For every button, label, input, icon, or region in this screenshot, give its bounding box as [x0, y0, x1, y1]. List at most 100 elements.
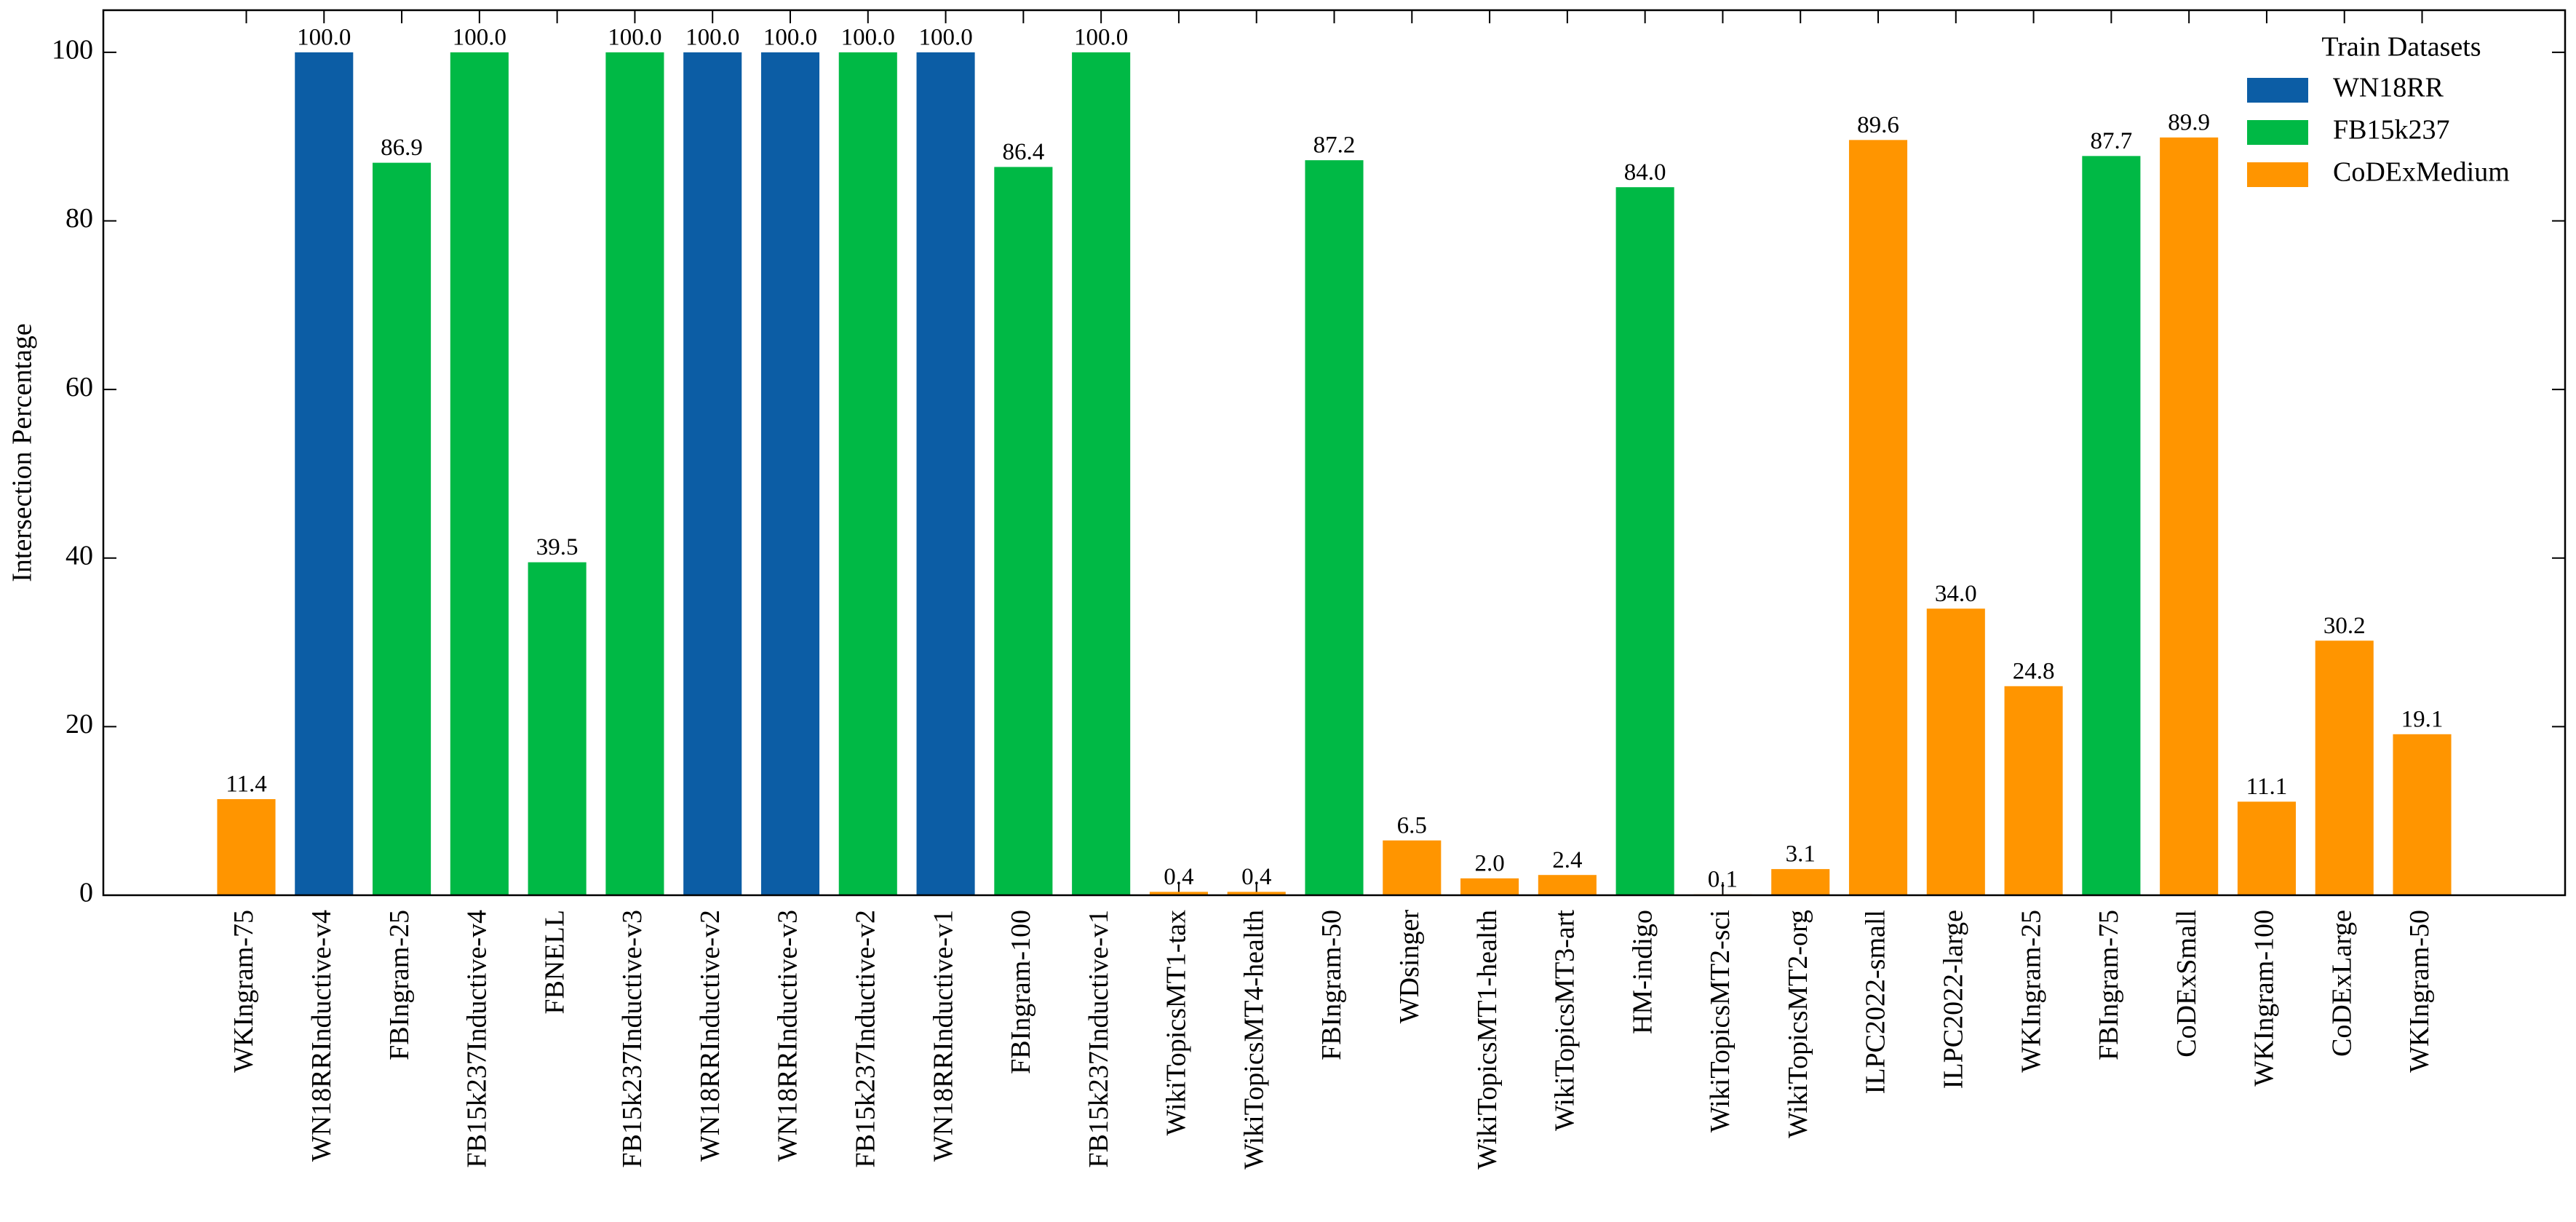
- value-label: 39.5: [536, 534, 579, 560]
- x-tick-label: WikiTopicsMT4-health: [1239, 910, 1269, 1170]
- x-tick-label: WikiTopicsMT2-org: [1783, 910, 1813, 1138]
- value-label: 100.0: [685, 24, 739, 50]
- value-label: 100.0: [763, 24, 817, 50]
- x-tick-label: WN18RRInductive-v4: [306, 910, 337, 1162]
- value-label: 0.4: [1164, 864, 1193, 890]
- value-label: 3.1: [1786, 841, 1816, 868]
- bar: [838, 52, 897, 895]
- x-tick-label: CoDExLarge: [2326, 910, 2357, 1057]
- x-tick-label: WikiTopicsMT1-health: [1472, 910, 1503, 1170]
- value-label: 87.2: [1313, 132, 1356, 159]
- bar: [2082, 156, 2141, 896]
- y-tick-label: 0: [79, 878, 93, 908]
- bar: [450, 52, 509, 895]
- bar: [2004, 686, 2063, 895]
- bar: [1771, 869, 1830, 895]
- value-label: 0.4: [1241, 864, 1271, 890]
- x-tick-label: WKIngram-75: [228, 910, 259, 1073]
- bar: [1615, 187, 1674, 895]
- legend-title: Train Datasets: [2321, 32, 2481, 63]
- x-tick-label: WN18RRInductive-v2: [695, 910, 726, 1162]
- legend-label: WN18RR: [2333, 73, 2444, 103]
- y-tick-label: 80: [65, 203, 93, 234]
- bar: [1848, 140, 1908, 895]
- bar: [1460, 878, 1519, 895]
- value-label: 100.0: [1074, 24, 1128, 50]
- value-label: 19.1: [2401, 706, 2444, 732]
- bar: [2160, 137, 2219, 896]
- value-label: 6.5: [1397, 812, 1427, 838]
- bar: [1072, 52, 1131, 895]
- x-tick-label: WN18RRInductive-v3: [773, 910, 803, 1162]
- x-tick-label: HM-indigo: [1627, 910, 1658, 1034]
- legend-label: CoDExMedium: [2333, 157, 2510, 188]
- value-label: 86.9: [381, 135, 423, 161]
- x-tick-label: FBIngram-75: [2094, 910, 2124, 1060]
- value-label: 87.7: [2090, 128, 2132, 154]
- x-tick-label: WKIngram-50: [2404, 910, 2435, 1073]
- x-tick-label: FB15k237Inductive-v2: [850, 910, 880, 1168]
- value-label: 100.0: [608, 24, 661, 50]
- y-tick-label: 20: [65, 709, 93, 739]
- x-tick-label: FB15k237Inductive-v1: [1084, 910, 1114, 1168]
- bar: [994, 167, 1053, 896]
- x-tick-label: WikiTopicsMT3-art: [1550, 910, 1581, 1131]
- value-label: 100.0: [453, 24, 506, 50]
- value-label: 34.0: [1935, 581, 1977, 607]
- x-tick-label: WKIngram-25: [2016, 910, 2046, 1073]
- value-label: 100.0: [297, 24, 351, 50]
- legend-swatch: [2247, 162, 2308, 187]
- bar: [1149, 892, 1208, 895]
- x-tick-label: FB15k237Inductive-v4: [462, 910, 493, 1168]
- y-tick-label: 100: [52, 35, 93, 66]
- y-axis-label: Intersection Percentage: [7, 323, 38, 582]
- value-label: 84.0: [1624, 159, 1666, 186]
- bar: [1538, 875, 1597, 895]
- bar: [683, 52, 742, 895]
- bar: [2315, 640, 2374, 895]
- value-label: 0.1: [1708, 866, 1738, 892]
- value-label: 86.4: [1002, 139, 1044, 165]
- bar: [1227, 892, 1286, 895]
- x-tick-label: WikiTopicsMT1-tax: [1161, 910, 1192, 1135]
- bar: [528, 562, 587, 895]
- x-tick-label: FBIngram-50: [1316, 910, 1347, 1060]
- bar: [1305, 160, 1364, 896]
- legend-swatch: [2247, 78, 2308, 103]
- bar: [373, 162, 432, 895]
- value-label: 100.0: [841, 24, 895, 50]
- x-tick-label: WikiTopicsMT2-sci: [1705, 910, 1736, 1132]
- value-label: 11.1: [2246, 774, 2288, 800]
- x-tick-label: FBIngram-25: [384, 910, 415, 1060]
- value-label: 100.0: [918, 24, 972, 50]
- value-label: 89.9: [2168, 109, 2210, 135]
- x-tick-label: WN18RRInductive-v1: [928, 910, 958, 1162]
- bar: [916, 52, 975, 895]
- bar: [1926, 608, 1985, 895]
- x-tick-label: WDsinger: [1394, 910, 1425, 1024]
- x-tick-label: FBIngram-100: [1006, 910, 1036, 1074]
- bar: [2393, 734, 2452, 895]
- value-label: 24.8: [2013, 658, 2055, 684]
- value-label: 11.4: [226, 771, 267, 798]
- x-tick-label: CoDExSmall: [2171, 910, 2202, 1058]
- bar: [2237, 801, 2296, 895]
- bar: [295, 52, 354, 895]
- y-tick-label: 40: [65, 540, 93, 571]
- x-tick-label: ILPC2022-large: [1939, 910, 1969, 1089]
- x-tick-label: FB15k237Inductive-v3: [617, 910, 648, 1168]
- legend-label: FB15k237: [2333, 115, 2449, 146]
- value-label: 2.0: [1474, 850, 1504, 876]
- bar: [217, 798, 276, 895]
- bar: [605, 52, 664, 895]
- value-label: 30.2: [2323, 613, 2366, 639]
- value-label: 89.6: [1857, 112, 1899, 138]
- x-tick-label: WKIngram-100: [2249, 910, 2280, 1087]
- x-tick-label: FBNELL: [539, 910, 570, 1015]
- bar: [1383, 840, 1442, 895]
- y-tick-label: 60: [65, 372, 93, 402]
- axes-frame: [102, 9, 2567, 897]
- legend-swatch: [2247, 120, 2308, 145]
